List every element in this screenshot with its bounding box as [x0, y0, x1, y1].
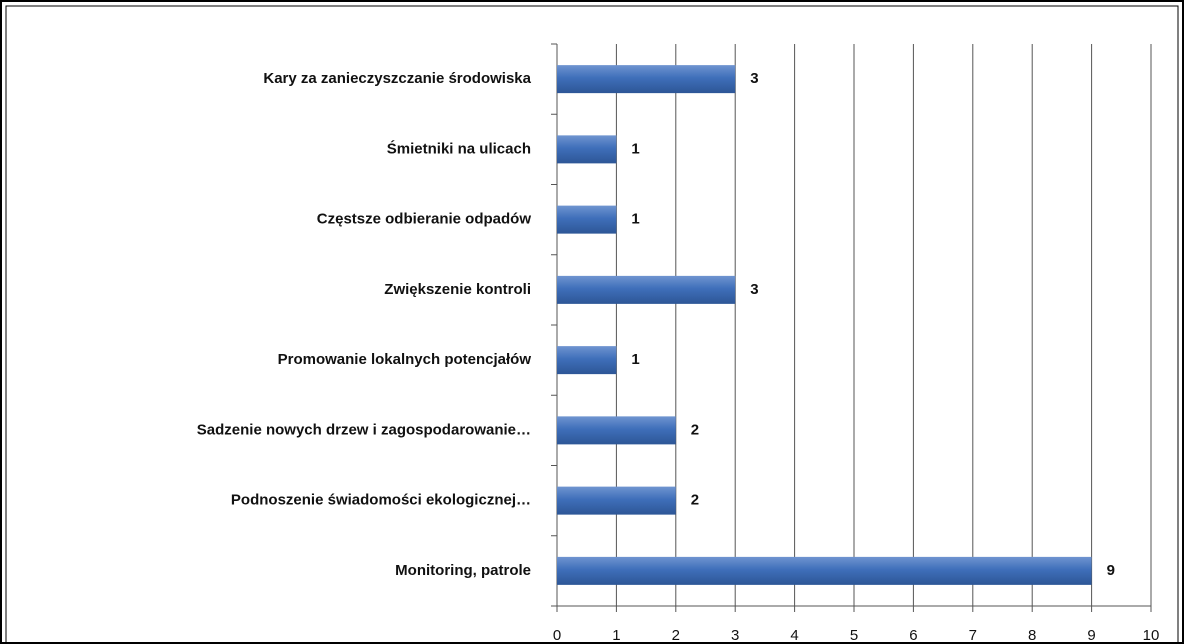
x-tick-label: 2 — [672, 627, 680, 644]
x-tick-label: 7 — [969, 627, 977, 644]
bar — [557, 275, 736, 304]
bar — [557, 205, 617, 234]
y-tick-label: Promowanie lokalnych potencjałów — [278, 351, 532, 368]
bar — [557, 346, 617, 375]
bar — [557, 556, 1092, 585]
data-label: 9 — [1107, 562, 1115, 579]
inner-frame — [5, 5, 1179, 644]
y-tick-label: Sadzenie nowych drzew i zagospodarowanie… — [197, 421, 531, 438]
y-tick-label: Zwiększenie kontroli — [384, 281, 531, 298]
x-tick-label: 6 — [909, 627, 917, 644]
bar — [557, 65, 736, 94]
x-tick-label: 3 — [731, 627, 739, 644]
bar — [557, 135, 617, 164]
x-tick-label: 1 — [612, 627, 620, 644]
data-label: 1 — [631, 351, 639, 368]
x-tick-label: 8 — [1028, 627, 1036, 644]
y-tick-label: Częstsze odbieranie odpadów — [317, 211, 532, 228]
bar — [557, 416, 676, 445]
data-label: 2 — [691, 492, 699, 509]
data-label: 2 — [691, 421, 699, 438]
data-label: 1 — [631, 211, 639, 228]
x-tick-label: 0 — [553, 627, 561, 644]
y-tick-label: Kary za zanieczyszczanie środowiska — [263, 70, 531, 87]
y-tick-label: Podnoszenie świadomości ekologicznej… — [231, 492, 531, 509]
x-tick-label: 9 — [1087, 627, 1095, 644]
x-tick-label: 10 — [1143, 627, 1160, 644]
bar — [557, 486, 676, 515]
x-tick-label: 4 — [790, 627, 798, 644]
data-label: 3 — [750, 70, 758, 87]
data-label: 1 — [631, 140, 639, 157]
x-tick-label: 5 — [850, 627, 858, 644]
y-tick-label: Śmietniki na ulicach — [387, 139, 531, 157]
y-tick-label: Monitoring, patrole — [395, 562, 531, 579]
data-label: 3 — [750, 281, 758, 298]
